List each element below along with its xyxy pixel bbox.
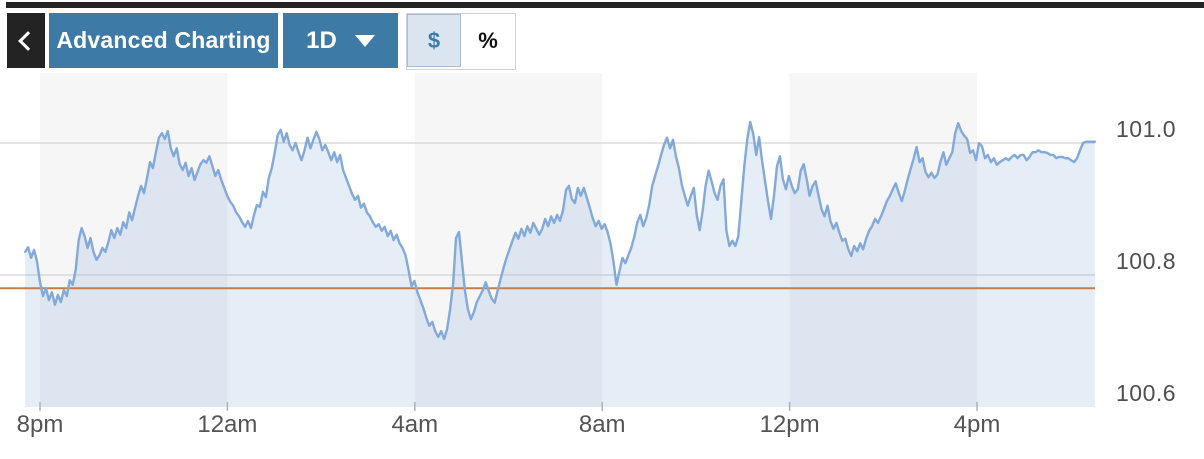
chevron-down-icon (354, 34, 375, 47)
advanced-charting-label: Advanced Charting (56, 27, 271, 53)
unit-dollar-button[interactable]: $ (407, 14, 461, 67)
x-axis-label-12pm: 12pm (759, 411, 820, 438)
x-axis-label-4am: 4am (391, 411, 439, 438)
back-button[interactable] (7, 13, 45, 68)
unit-toggle: $ % (406, 13, 516, 70)
y-axis-label-100.8: 100.8 (1116, 248, 1177, 274)
x-axis-label-8pm: 8pm (16, 411, 64, 438)
x-axis-label-12am: 12am (197, 411, 258, 438)
chevron-left-icon (18, 30, 38, 51)
x-axis-label-4pm: 4pm (953, 411, 1001, 438)
timeframe-label: 1D (306, 26, 337, 54)
unit-percent-button[interactable]: % (461, 14, 515, 67)
y-axis-label-101.0: 101.0 (1116, 116, 1177, 142)
y-axis-label-100.6: 100.6 (1116, 380, 1177, 406)
x-axis-label-8am: 8am (578, 411, 626, 438)
advanced-charting-button[interactable]: Advanced Charting (49, 13, 278, 68)
top-divider (6, 2, 1204, 8)
timeframe-dropdown[interactable]: 1D (283, 13, 398, 68)
